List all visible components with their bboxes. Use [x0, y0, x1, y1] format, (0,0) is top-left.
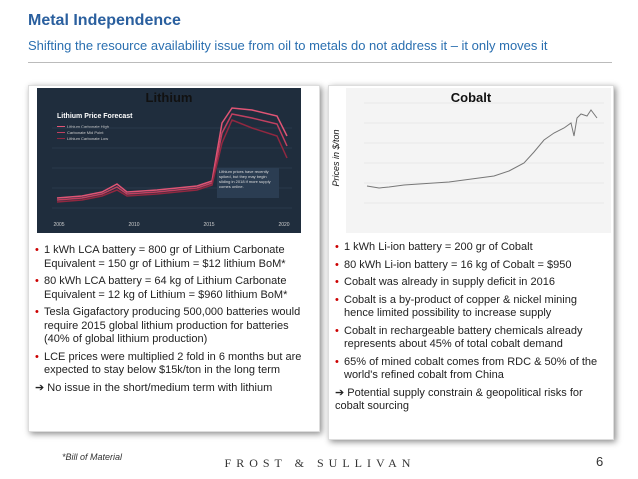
legend-entry: Lithium Carbonate Low [67, 136, 108, 141]
panel-label: Lithium [146, 90, 193, 105]
panel-label: Cobalt [451, 90, 492, 105]
subtitle: Shifting the resource availability issue… [28, 38, 548, 53]
bullet: LCE prices were multiplied 2 fold in 6 m… [35, 351, 313, 378]
bullet: 80 kWh Li-ion battery = 16 kg of Cobalt … [335, 259, 609, 273]
conclusion: ➔ No issue in the short/medium term with… [35, 381, 273, 394]
year-label: 2020 [278, 222, 289, 228]
trend-line [56, 119, 288, 203]
year-label: 2010 [128, 222, 139, 228]
trend-line [56, 107, 288, 199]
bullet: 65% of mined cobalt comes from RDC & 50%… [335, 356, 609, 383]
year-label: 2015 [203, 222, 214, 228]
image-note: Lithium prices have recently spiked, but… [219, 169, 271, 189]
conclusion: ➔ Potential supply constrain & geopoliti… [335, 386, 583, 413]
axis-label: Prices in $/ton [331, 129, 341, 186]
price-line [366, 109, 598, 189]
trend-line [56, 113, 288, 201]
footnote: *Bill of Material [62, 452, 123, 462]
image-title: Lithium Price Forecast [57, 113, 133, 120]
bullet-list: 1 kWh Li-ion battery = 200 gr of Cobalt 8… [335, 241, 609, 418]
bullet-list: 1 kWh LCA battery = 800 gr of Lithium Ca… [35, 244, 313, 399]
cobalt-image: Prices in $/ton Cobalt [331, 88, 611, 233]
lithium-panel: Lithium Price Forecast Lithium Carbonate… [28, 85, 320, 432]
lithium-image: Lithium Price Forecast Lithium Carbonate… [37, 88, 301, 233]
legend-entry: Lithium Carbonate High [67, 124, 109, 129]
bullet: Cobalt in rechargeable battery chemicals… [335, 325, 609, 352]
bullet: 1 kWh LCA battery = 800 gr of Lithium Ca… [35, 244, 313, 271]
image-bg [346, 88, 611, 233]
year-label: 2005 [53, 222, 64, 228]
legend-entry: Carbonate Mid Point [67, 130, 104, 135]
divider [28, 62, 612, 63]
note-box [217, 168, 279, 198]
image-bg [37, 88, 301, 233]
page-number: 6 [596, 454, 604, 469]
bullet: Tesla Gigafactory producing 500,000 batt… [35, 306, 313, 347]
title: Metal Independence [28, 12, 181, 29]
bullet: Cobalt was already in supply deficit in … [335, 276, 609, 290]
bullet: Cobalt is a by-product of copper & nicke… [335, 294, 609, 321]
bullet: 1 kWh Li-ion battery = 200 gr of Cobalt [335, 241, 609, 255]
cobalt-panel: Prices in $/ton Cobalt 1 kWh Li-ion batt… [328, 85, 614, 440]
brand: FROST & SULLIVAN [224, 456, 416, 470]
bullet: 80 kWh LCA battery = 64 kg of Lithium Ca… [35, 275, 313, 302]
